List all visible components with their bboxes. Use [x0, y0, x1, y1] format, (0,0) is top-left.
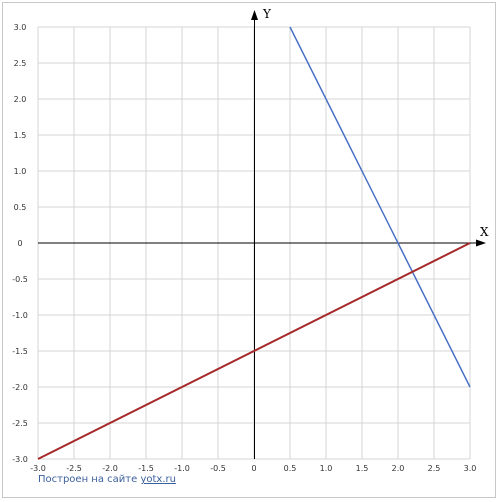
- x-tick-label: 1.5: [356, 464, 369, 473]
- chart-frame: [2, 2, 496, 498]
- x-tick-label: -1.5: [138, 464, 154, 473]
- x-tick-label: 1.0: [320, 464, 333, 473]
- x-tick-label: -1.0: [174, 464, 190, 473]
- y-axis-arrow: [251, 10, 258, 20]
- series-lines: [37, 26, 471, 460]
- y-tick-label: 1.5: [14, 131, 27, 140]
- y-tick-label: -1.0: [12, 311, 28, 320]
- x-axis-label: X: [480, 225, 489, 239]
- x-tick-label: 0: [251, 464, 256, 473]
- x-axis-arrow: [476, 239, 486, 247]
- y-tick-label: 2.5: [14, 59, 27, 68]
- x-tick-label: 2.0: [392, 464, 405, 473]
- x-tick-label: -2.0: [102, 464, 118, 473]
- footer-prefix: Построен на сайте: [38, 474, 138, 485]
- y-tick-label: -3.0: [12, 455, 28, 464]
- y-tick-label: -0.5: [12, 275, 28, 284]
- x-tick-label: 0.5: [284, 464, 297, 473]
- x-tick-label: 2.5: [428, 464, 441, 473]
- y-tick-label: 0.5: [14, 203, 27, 212]
- series-line-1: [289, 26, 471, 388]
- x-tick-label: 3.0: [464, 464, 477, 473]
- y-tick-label: 3.0: [14, 23, 27, 32]
- y-axis-label: Y: [262, 7, 272, 21]
- axes: X Y: [38, 7, 489, 459]
- y-tick-label: -2.0: [12, 383, 28, 392]
- y-tick-label: 1.0: [14, 167, 27, 176]
- footer-credit: Построен на сайте yotx.ru: [38, 474, 176, 485]
- y-tick-label: -2.5: [12, 419, 28, 428]
- y-tick-label: -1.5: [12, 347, 28, 356]
- y-tick-label: 2.0: [14, 95, 27, 104]
- y-tick-label: 0: [17, 239, 22, 248]
- series-line-2: [37, 242, 471, 460]
- x-tick-label: -3.0: [30, 464, 46, 473]
- tick-labels: -3.0 -2.5 -2.0 -1.5 -1.0 -0.5 0 0.5 1.0 1.5 2.0 2.5…: [12, 23, 476, 473]
- x-tick-label: -0.5: [210, 464, 226, 473]
- x-tick-label: -2.5: [66, 464, 82, 473]
- footer-link[interactable]: yotx.ru: [140, 474, 176, 485]
